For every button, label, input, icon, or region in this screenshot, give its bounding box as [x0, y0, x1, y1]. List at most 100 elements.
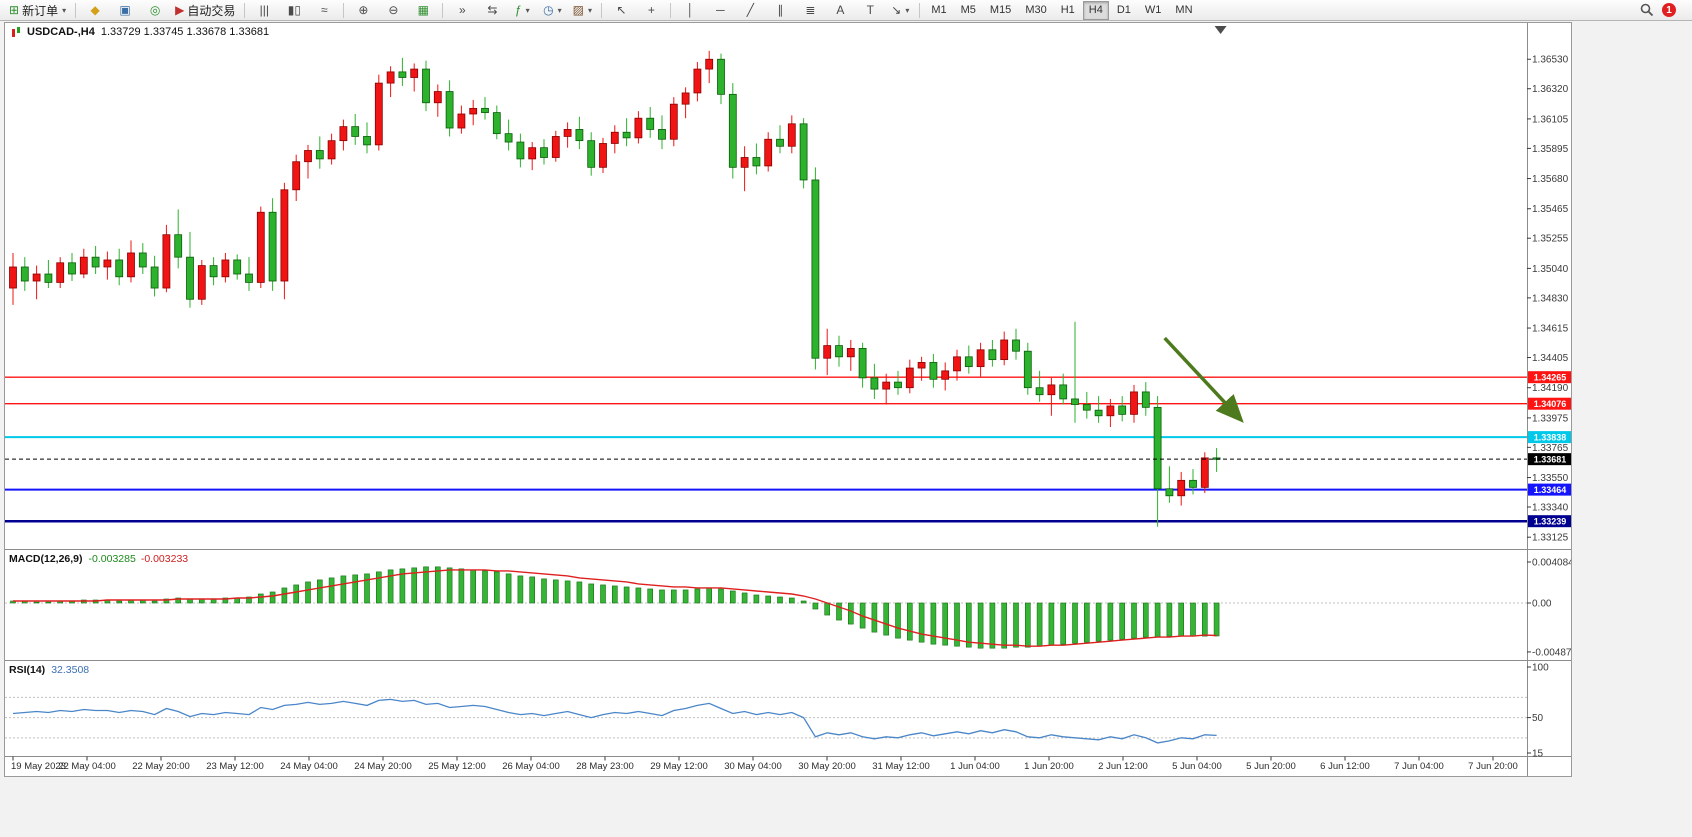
macd-bar: [623, 586, 630, 604]
candle-chart-icon: ▮▯: [287, 3, 301, 17]
bar-chart-button[interactable]: |||: [250, 0, 278, 20]
history-center-button[interactable]: ◎: [141, 0, 169, 20]
candle-chart-button[interactable]: ▮▯: [280, 0, 308, 20]
price-axis-label: 1.34615: [1532, 324, 1569, 335]
notification-badge[interactable]: 1: [1662, 3, 1676, 17]
macd-bar: [564, 580, 571, 604]
macd-bar: [1095, 602, 1102, 642]
time-axis-label: 23 May 12:00: [206, 761, 264, 772]
arrow-object[interactable]: [1163, 336, 1244, 423]
price-axis-label: 1.33125: [1532, 533, 1569, 544]
axis-layer: 1.36530 1.36320 1.36105 1.35895 1.35680 1.354…: [11, 55, 1571, 772]
zoom-in-button[interactable]: ⊕: [349, 0, 377, 20]
candle: [894, 381, 902, 389]
candle: [964, 356, 973, 368]
candle: [1189, 479, 1197, 488]
candle: [551, 136, 560, 158]
autotrading-button[interactable]: ▶ 自动交易: [171, 0, 239, 20]
macd-bar: [387, 569, 394, 604]
chart-canvas[interactable]: 1.36530 1.36320 1.36105 1.35895 1.35680 1.354…: [5, 23, 1571, 776]
candle: [1118, 405, 1127, 415]
timeframe-m5-button[interactable]: M5: [960, 4, 976, 16]
candle: [445, 91, 454, 129]
macd-bar: [989, 602, 996, 649]
timeframe-h4-button[interactable]: H4: [1082, 0, 1109, 20]
terminal-button[interactable]: ▣: [111, 0, 139, 20]
macd-bar: [1166, 602, 1173, 637]
macd-bar: [541, 578, 547, 604]
candle: [835, 345, 843, 358]
horizontal-line-button[interactable]: ─: [706, 0, 734, 20]
text-button[interactable]: A: [826, 0, 854, 20]
candle: [776, 138, 784, 147]
macd-label: MACD(12,26,9) -0.003285 -0.003233: [9, 553, 188, 565]
macd-bar: [493, 571, 500, 604]
price-axis-label: 1.33550: [1532, 473, 1569, 484]
price-axis-label: 1.35465: [1532, 204, 1569, 215]
indicators-button[interactable]: ƒ ▾: [508, 0, 536, 20]
cursor-button[interactable]: ↖: [607, 0, 635, 20]
timeframe-h1-button[interactable]: H1: [1060, 4, 1075, 16]
line-chart-button[interactable]: ≈: [310, 0, 338, 20]
price-label-text: 1.33838: [1534, 433, 1567, 443]
timeframe-w1-button[interactable]: W1: [1144, 4, 1162, 16]
tile-windows-icon: ▦: [417, 3, 430, 17]
macd-bar: [753, 594, 760, 604]
chart-shift-button[interactable]: ⇆: [478, 0, 506, 20]
candle: [953, 356, 961, 372]
macd-bar: [399, 568, 406, 604]
arrows-button[interactable]: ↘ ▾: [886, 0, 914, 20]
fibonacci-button[interactable]: ≣: [796, 0, 824, 20]
auto-scroll-button[interactable]: »: [448, 0, 476, 20]
search-icon[interactable]: [1639, 2, 1655, 18]
candle: [32, 273, 41, 282]
candle: [846, 348, 855, 358]
macd-bar: [246, 596, 252, 604]
metaeditor-button[interactable]: ◆: [81, 0, 109, 20]
periods-icon: ◷: [543, 3, 554, 17]
macd-bar: [576, 581, 583, 604]
channel-button[interactable]: ∥: [766, 0, 794, 20]
macd-bar: [694, 588, 701, 604]
trendline-button[interactable]: ╱: [736, 0, 764, 20]
price-axis-label: 1.35255: [1532, 234, 1569, 245]
zoom-out-button[interactable]: ⊖: [379, 0, 407, 20]
crosshair-button[interactable]: +: [637, 0, 665, 20]
macd-bar: [1178, 602, 1184, 637]
new-order-button[interactable]: ⊞ 新订单 ▾: [5, 0, 70, 20]
timeframe-m15-button[interactable]: M15: [989, 4, 1012, 16]
toolbar-separator: [244, 2, 246, 18]
vertical-line-button[interactable]: │: [676, 0, 704, 20]
candle: [1130, 391, 1138, 415]
price-axis-label: 1.34190: [1532, 383, 1569, 394]
candle: [256, 211, 265, 283]
price-axis-label: 1.36320: [1532, 84, 1569, 95]
candle: [374, 82, 383, 146]
candle: [245, 273, 253, 283]
macd-bar: [1060, 602, 1066, 645]
candle: [634, 117, 643, 139]
macd-bar: [340, 575, 347, 604]
price-label-badge: [1528, 431, 1571, 444]
time-axis-label: 22 May 04:00: [58, 761, 116, 772]
timeframe-d1-button[interactable]: D1: [1116, 4, 1131, 16]
periods-button[interactable]: ◷ ▾: [538, 0, 566, 20]
indicator-layer: [10, 566, 1220, 744]
tile-windows-button[interactable]: ▦: [409, 0, 437, 20]
macd-bar: [281, 587, 288, 604]
candle: [941, 370, 950, 380]
chart-shift-marker[interactable]: [1214, 26, 1227, 34]
chart-window[interactable]: USDCAD-,H4 1.33729 1.33745 1.33678 1.336…: [4, 22, 1572, 777]
templates-button[interactable]: ▨ ▾: [568, 0, 596, 20]
macd-bar: [788, 597, 795, 604]
macd-bar: [458, 568, 465, 604]
macd-axis-label: 0.004084: [1532, 557, 1571, 568]
label-button[interactable]: T: [856, 0, 884, 20]
timeframe-m30-button[interactable]: M30: [1025, 4, 1047, 16]
candle: [150, 266, 159, 289]
timeframe-mn-button[interactable]: MN: [1175, 4, 1193, 16]
toolbar-right: 1: [1639, 2, 1688, 18]
candle: [976, 349, 985, 368]
timeframe-m1-button[interactable]: M1: [931, 4, 947, 16]
candle: [44, 273, 53, 283]
